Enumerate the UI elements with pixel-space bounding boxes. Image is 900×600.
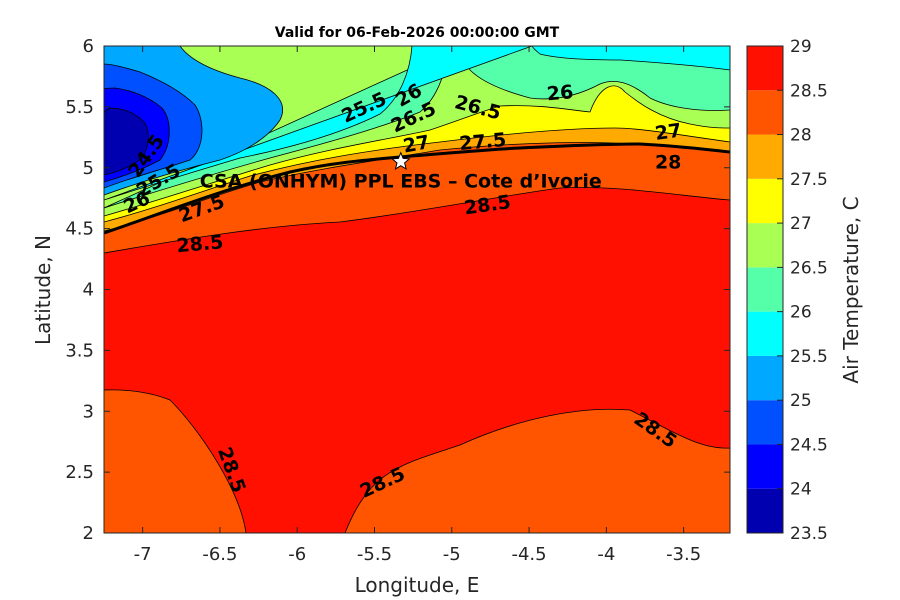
colorbar-tick-label: 26.5 [790,258,828,278]
contour-label: 28 [655,152,681,174]
colorbar-swatch [747,46,783,91]
chart-title: Valid for 06-Feb-2026 00:00:00 GMT [275,25,560,41]
x-tick-label: -5.5 [357,544,392,565]
y-tick-label: 2 [83,523,94,544]
colorbar-swatch [747,311,783,356]
y-tick-label: 5 [83,158,94,179]
colorbar-tick-label: 24 [790,480,812,500]
x-tick-label: -4 [597,544,615,565]
colorbar-tick-label: 25 [790,391,812,411]
colorbar-swatch [747,134,783,179]
colorbar-tick-label: 29 [790,37,812,57]
colorbar-tick-label: 23.5 [790,524,828,544]
site-label: CSA (ONHYM) PPL EBS – Cote d’Ivorie [200,171,602,193]
colorbar-swatch [747,400,783,445]
colorbar-swatch [747,267,783,312]
colorbar-swatch [747,223,783,268]
colorbar-frame [746,45,784,534]
colorbar-tick-label: 27 [790,214,812,234]
contour-label: 26 [546,81,574,105]
colorbar-label: Air Temperature, C [839,196,863,383]
colorbar-swatch [747,488,783,533]
band-28.5-29-region [104,187,730,533]
y-axis-label: Latitude, N [31,235,55,345]
colorbar [746,45,784,534]
band-25.5-26-region [104,46,730,201]
x-tick-label: -4.5 [511,544,546,565]
colorbar-tick-label: 28 [790,126,812,146]
x-axis-label: Longitude, E [355,573,480,597]
band-23.5-24-region [104,107,149,176]
x-tick-label: -6.5 [202,544,237,565]
colorbar-tick-label: 26 [790,303,812,323]
colorbar-tick-label: 25.5 [790,347,828,367]
colorbar-swatch [747,90,783,135]
colorbar-swatch [747,444,783,489]
coastline [104,142,730,235]
x-axis: -7 -6.5 -6 -5.5 -5 -4.5 -4 -3.5 [134,46,701,565]
y-tick-label: 4.5 [65,219,94,240]
colorbar-tick-label: 24.5 [790,435,828,455]
contour-label: 28.5 [176,231,225,257]
colorbar-tick-label: 27.5 [790,170,828,190]
contour-field [104,46,730,533]
y-tick-label: 5.5 [65,97,94,118]
x-tick-label: -7 [134,544,152,565]
y-tick-label: 3 [83,401,94,422]
y-tick-label: 4 [83,280,94,301]
contour-label: 27 [654,119,683,144]
colorbar-tick-label: 28.5 [790,81,828,101]
contour-label: 27.5 [458,129,507,155]
colorbar-swatch [747,178,783,224]
x-tick-label: -3.5 [666,544,701,565]
x-tick-label: -6 [288,544,306,565]
contour-label: 27 [401,131,431,157]
colorbar-ticks: 23.5 24 24.5 25 25.5 26 26.5 27 27.5 28 28.5 29 [777,37,828,544]
y-axis: 2 2.5 3 3.5 4 4.5 5 5.5 6 [65,36,730,544]
site-star-icon [390,151,411,170]
colorbar-swatch [747,355,783,401]
site-marker-group: CSA (ONHYM) PPL EBS – Cote d’Ivorie [200,151,602,193]
band-26-26.5-region [104,46,730,209]
x-tick-label: -5 [443,544,461,565]
y-tick-label: 3.5 [65,340,94,361]
y-tick-label: 6 [83,36,94,57]
y-tick-label: 2.5 [65,462,94,483]
